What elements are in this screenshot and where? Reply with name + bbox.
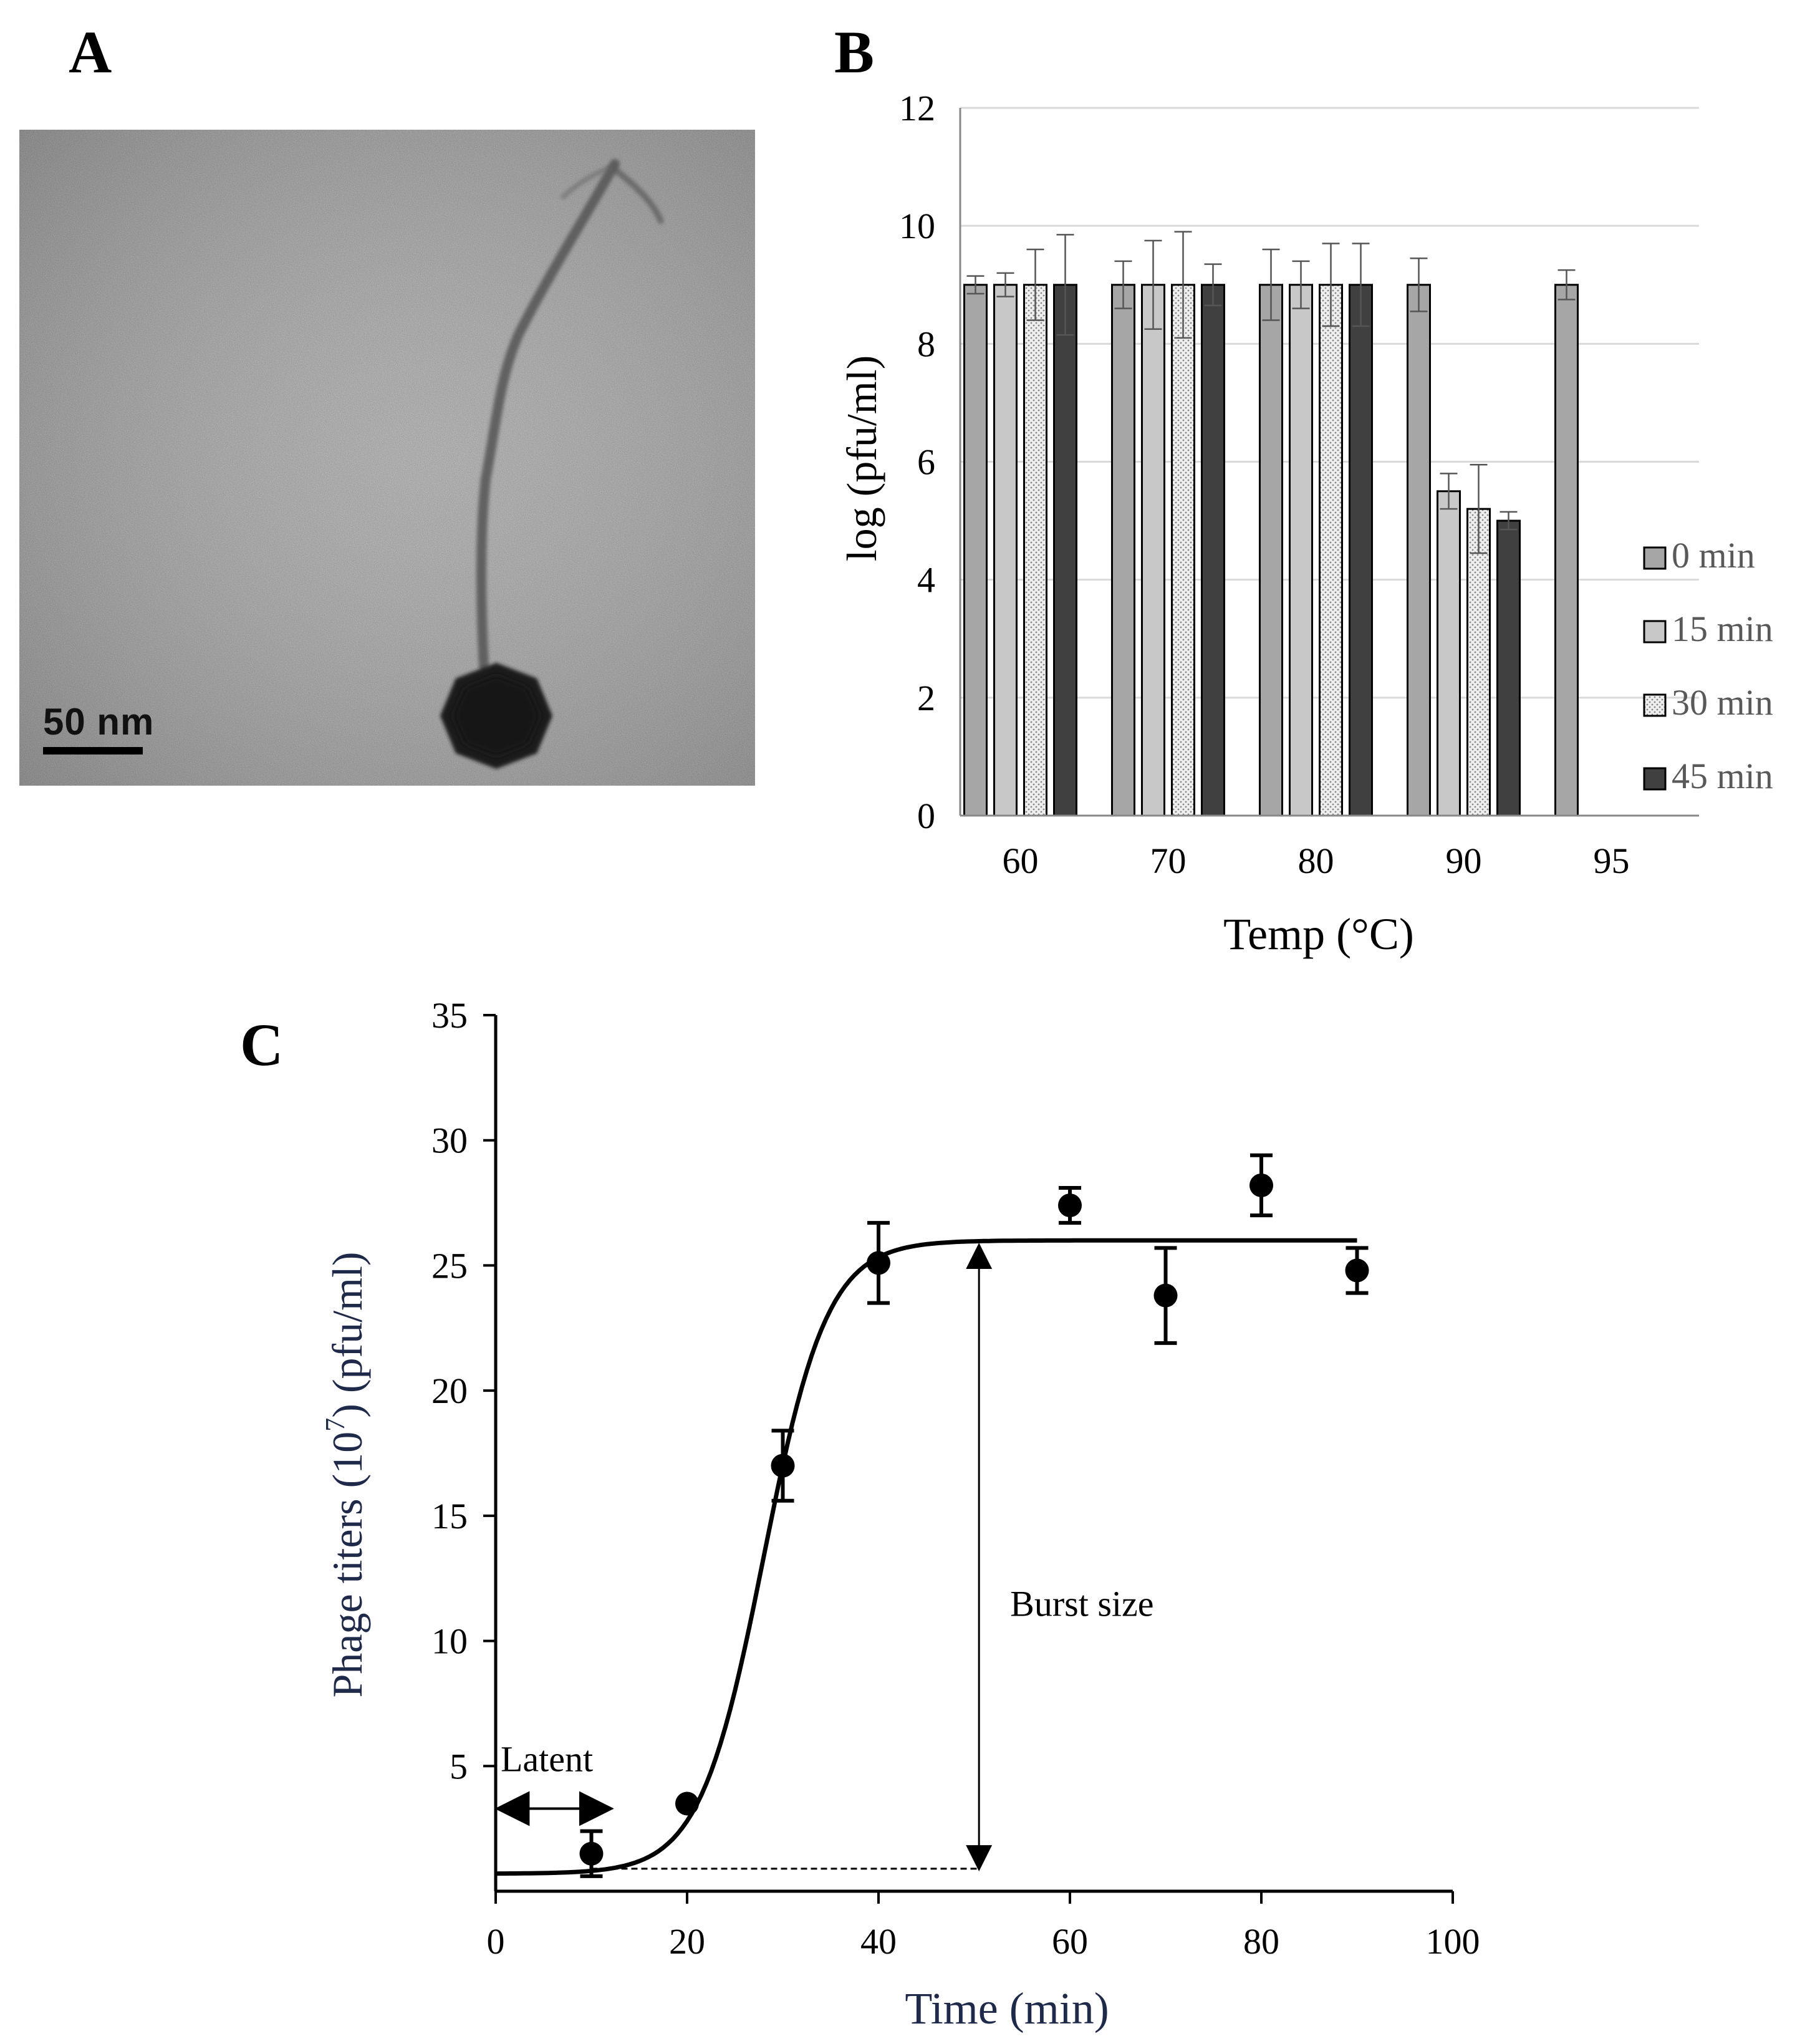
panel-c-x-tick-label: 20: [669, 1921, 705, 1962]
panel-b-gridlines: [960, 107, 1699, 699]
panel-b-x-tick-label: 60: [1003, 841, 1039, 881]
panel-b-x-tick-label: 95: [1594, 841, 1630, 881]
panel-b-legend-label: 45 min: [1672, 756, 1773, 796]
panel-b-y-tick-label: 4: [917, 560, 935, 600]
panel-c-y-axis-label: Phage titers (107) (pfu/ml): [320, 1251, 371, 1697]
phage-tail: [476, 159, 620, 671]
panel-b-letter: B: [834, 19, 875, 85]
micrograph-svg: [19, 130, 755, 786]
panel-b-bar: [1201, 284, 1225, 817]
panel-c-latent-label: Latent: [501, 1739, 593, 1780]
panel-c-data-point: [1058, 1193, 1082, 1218]
panel-b-x-tick-label: 70: [1150, 841, 1187, 881]
panel-b-x-tick-label: 90: [1446, 841, 1482, 881]
panel-b-y-tick-label: 12: [899, 88, 935, 128]
panel-b-x-tick-label: 80: [1298, 841, 1334, 881]
panel-c-data-point: [675, 1791, 699, 1816]
panel-c-x-tick-label: 100: [1426, 1921, 1480, 1962]
panel-c-x-tick-label: 80: [1243, 1921, 1279, 1962]
panel-a-letter: A: [69, 19, 112, 85]
panel-b-axes: 0 2 4 6 8 10 12 60 70 80 90 95: [899, 88, 1699, 881]
panel-c-y-tick-label: 5: [450, 1746, 468, 1786]
panel-b-y-tick-label: 2: [917, 678, 935, 718]
panel-b-legend: 0 min 15 min 30 min 45 min: [1643, 535, 1773, 796]
scale-bar-label: 50 nm: [43, 701, 155, 743]
panel-b-bar: [993, 284, 1018, 817]
panel-c-data-point: [1345, 1258, 1369, 1283]
panel-b-y-axis-label: log (pfu/ml): [838, 355, 885, 562]
panel-b-y-tick-label: 6: [917, 442, 935, 483]
panel-b-legend-label: 30 min: [1672, 682, 1773, 723]
panel-c-data-point: [1153, 1283, 1178, 1308]
panel-c-y-tick-label: 15: [431, 1496, 468, 1536]
panel-b-legend-label: 15 min: [1672, 609, 1773, 649]
panel-b-legend-swatch: [1643, 620, 1667, 644]
panel-c-y-axis-label-prefix: Phage titers (10: [324, 1432, 371, 1698]
panel-b-bar: [963, 284, 988, 817]
panel-b-legend-label: 0 min: [1672, 535, 1755, 576]
panel-c-y-tick-label: 20: [431, 1371, 468, 1411]
panel-c-data-point: [1249, 1173, 1273, 1197]
panel-b-legend-swatch: [1643, 767, 1667, 791]
panel-c-data-point: [579, 1841, 604, 1866]
panel-b-bar: [1141, 284, 1165, 817]
panel-b-bar: [1319, 284, 1343, 817]
panel-c-y-tick-label: 25: [431, 1245, 468, 1286]
panel-b-y-tick-label: 0: [917, 796, 935, 836]
panel-c-y-tick-label: 30: [431, 1121, 468, 1161]
panel-b-bars: [963, 231, 1579, 817]
panel-b-bar: [1349, 284, 1373, 817]
panel-b-bar: [1437, 490, 1461, 817]
panel-b-bar: [1407, 284, 1431, 817]
panel-b-bar: [1259, 284, 1283, 817]
panel-b-bar: [1171, 284, 1195, 817]
panel-c-y-tick-label: 10: [431, 1621, 468, 1662]
panel-b-bar: [1023, 284, 1047, 817]
panel-b-bar: [1466, 508, 1491, 817]
scale-bar: [43, 747, 143, 754]
panel-c-x-tick-label: 40: [860, 1921, 897, 1962]
panel-c-y-axis-label-suffix: ) (pfu/ml): [324, 1251, 371, 1417]
panel-b-bar: [1111, 284, 1135, 817]
panel-c-y-tick-label: 35: [431, 995, 468, 1036]
panel-c-annotations: Latent Burst size: [494, 1243, 1154, 1872]
panel-b-bar: [1554, 284, 1579, 817]
panel-c-axes: 5 10 15 20 25 30 35 0 20 40 60 80 100: [431, 995, 1480, 1962]
panel-c-points: [579, 1153, 1369, 1878]
panel-c-y-axis-label-exponent: 7: [320, 1418, 350, 1432]
panel-b-legend-swatch: [1643, 693, 1667, 717]
panel-c-letter: C: [240, 1011, 284, 1078]
panel-b-y-tick-label: 10: [899, 206, 935, 246]
panel-c-burst-label: Burst size: [1010, 1583, 1153, 1624]
panel-b-bar: [1053, 284, 1077, 817]
panel-c-x-tick-label: 0: [487, 1921, 505, 1962]
micrograph-image: 50 nm: [19, 130, 755, 786]
panel-c-x-axis-label: Time (min): [905, 1984, 1109, 2033]
panel-b-x-axis-label: Temp (°C): [1223, 909, 1414, 959]
panel-c-data-point: [771, 1453, 795, 1478]
panel-b-y-tick-label: 8: [917, 324, 935, 364]
panel-b-bar: [1289, 284, 1313, 817]
panel-c-fit-curve: [495, 1238, 1357, 1876]
panel-c-x-tick-label: 60: [1052, 1921, 1088, 1962]
panel-b-legend-swatch: [1643, 546, 1667, 570]
panel-c-data-point: [867, 1251, 890, 1275]
panel-b-bar: [1496, 519, 1521, 817]
